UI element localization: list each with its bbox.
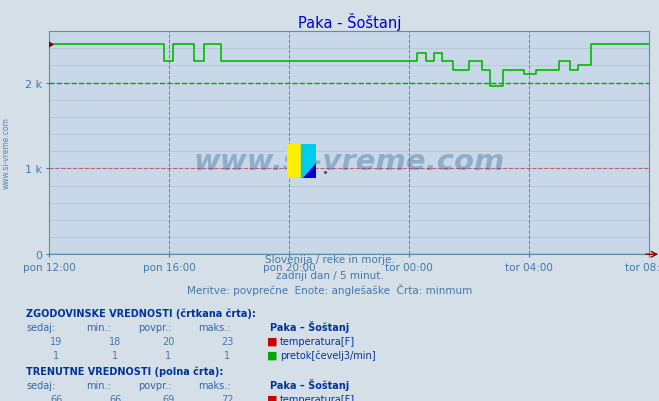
Text: Slovenija / reke in morje.: Slovenija / reke in morje. <box>264 255 395 265</box>
Text: povpr.:: povpr.: <box>138 322 172 332</box>
Text: temperatura[F]: temperatura[F] <box>280 394 355 401</box>
Text: 66: 66 <box>50 394 62 401</box>
Text: 72: 72 <box>221 394 233 401</box>
Text: 69: 69 <box>162 394 174 401</box>
Polygon shape <box>302 144 316 178</box>
Text: maks.:: maks.: <box>198 322 230 332</box>
Text: povpr.:: povpr.: <box>138 380 172 390</box>
Bar <box>287 144 302 178</box>
Text: TRENUTNE VREDNOSTI (polna črta):: TRENUTNE VREDNOSTI (polna črta): <box>26 365 224 376</box>
Text: pretok[čevelj3/min]: pretok[čevelj3/min] <box>280 349 376 360</box>
Text: maks.:: maks.: <box>198 380 230 390</box>
Text: ■: ■ <box>267 336 277 346</box>
Text: 18: 18 <box>109 336 121 346</box>
Text: Meritve: povprečne  Enote: anglešaške  Črta: minmum: Meritve: povprečne Enote: anglešaške Črt… <box>187 283 472 295</box>
Text: sedaj:: sedaj: <box>26 322 55 332</box>
Text: ZGODOVINSKE VREDNOSTI (črtkana črta):: ZGODOVINSKE VREDNOSTI (črtkana črta): <box>26 308 256 318</box>
Text: 66: 66 <box>109 394 121 401</box>
Text: zadnji dan / 5 minut.: zadnji dan / 5 minut. <box>275 270 384 280</box>
Text: ■: ■ <box>267 394 277 401</box>
Text: 1: 1 <box>165 350 171 360</box>
Text: 19: 19 <box>50 336 62 346</box>
Polygon shape <box>302 161 316 178</box>
Text: Paka – Šoštanj: Paka – Šoštanj <box>270 320 349 332</box>
Text: sedaj:: sedaj: <box>26 380 55 390</box>
Text: www.si-vreme.com: www.si-vreme.com <box>1 117 11 188</box>
Text: Paka – Šoštanj: Paka – Šoštanj <box>270 378 349 390</box>
Text: ■: ■ <box>267 350 277 360</box>
Text: www.si-vreme.com: www.si-vreme.com <box>194 147 505 175</box>
Text: temperatura[F]: temperatura[F] <box>280 336 355 346</box>
Text: 1: 1 <box>53 350 59 360</box>
Text: 1: 1 <box>224 350 231 360</box>
Text: min.:: min.: <box>86 322 111 332</box>
Title: Paka - Šoštanj: Paka - Šoštanj <box>298 13 401 31</box>
Text: 20: 20 <box>162 336 174 346</box>
Text: 23: 23 <box>221 336 233 346</box>
Text: min.:: min.: <box>86 380 111 390</box>
Text: 1: 1 <box>112 350 119 360</box>
